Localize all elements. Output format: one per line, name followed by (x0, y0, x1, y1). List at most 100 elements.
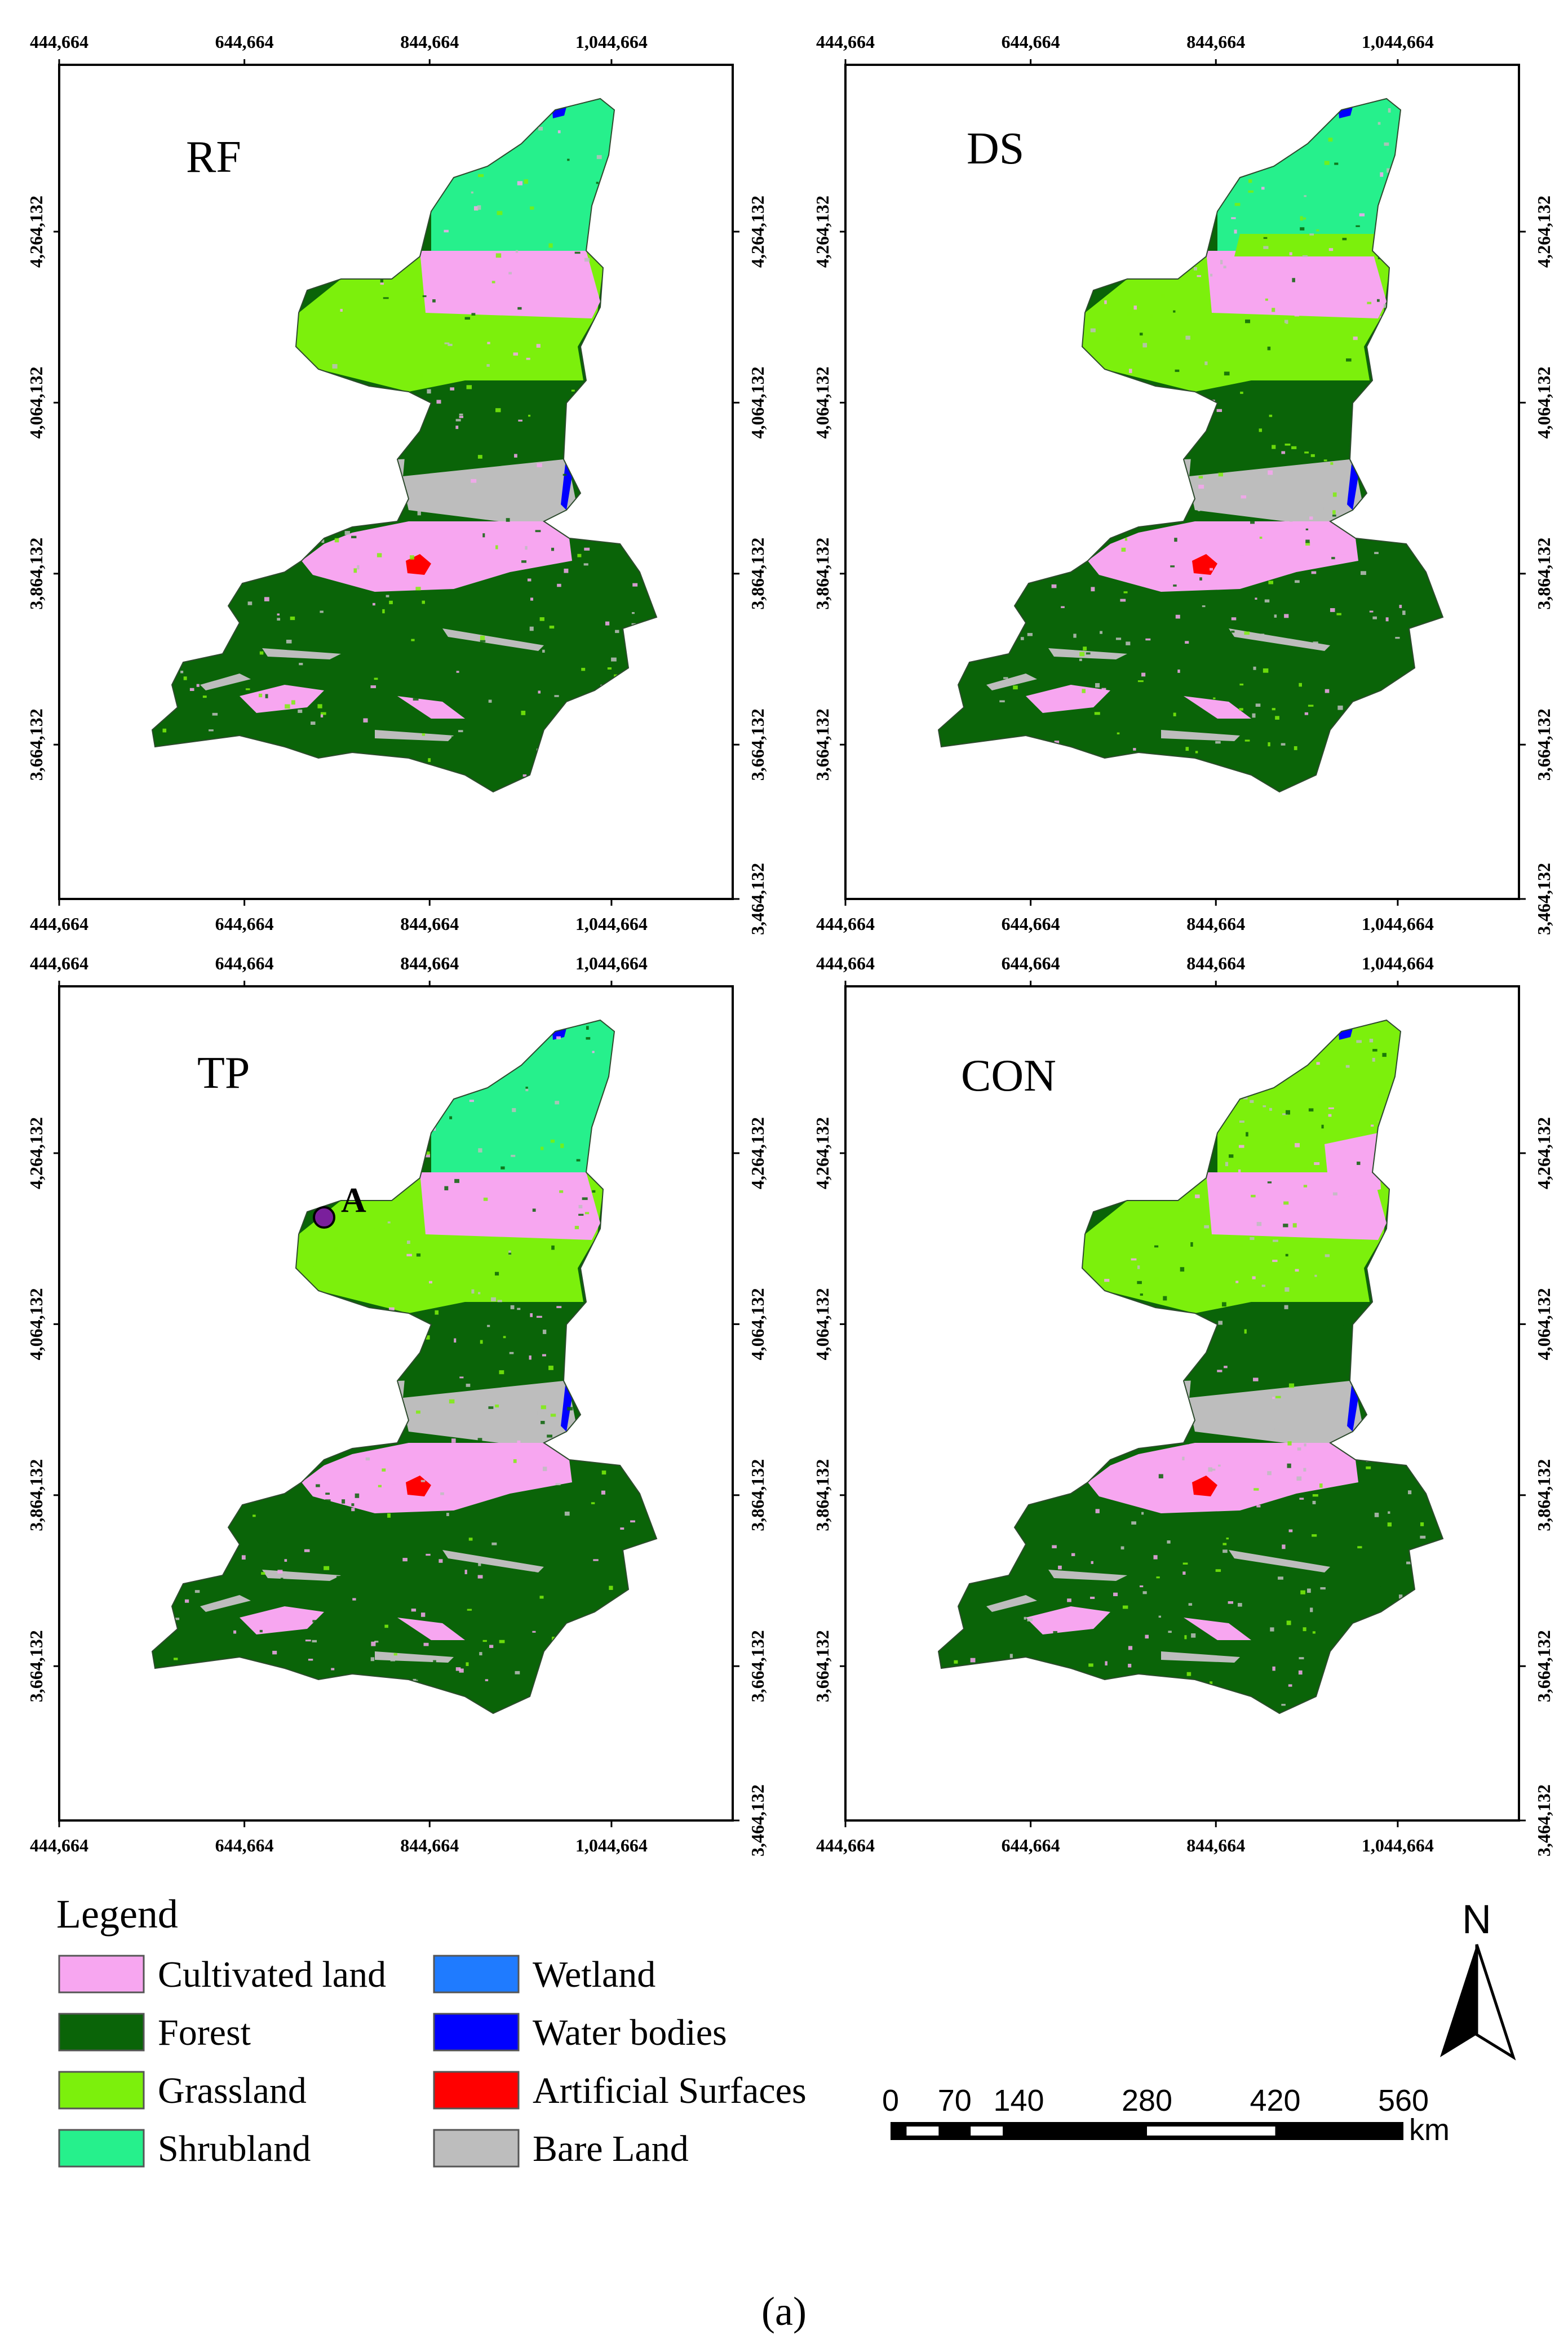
map-frame (844, 64, 1520, 900)
landcover-ds-grass-shift (1234, 234, 1378, 256)
x-tick-bottom-label: 444,664 (816, 914, 875, 934)
landcover-northern-cultivated (1206, 251, 1387, 318)
point-marker-label: A (341, 1181, 366, 1220)
y-tick-left-label: 3,664,132 (26, 708, 46, 781)
x-tick-bottom-label: 644,664 (1002, 1835, 1060, 1855)
landcover-northern-shrubland (431, 1020, 614, 1172)
y-tick-right-label: 4,064,132 (1534, 366, 1554, 438)
landcover-ridge-2 (442, 628, 544, 651)
landcover-ridge-4 (375, 730, 454, 741)
x-tick-bottom-label: 844,664 (400, 914, 459, 934)
y-tick-right-label: 3,664,132 (1534, 1630, 1554, 1702)
map-panel-con: 444,664 444,664 644,664 644,664 844,664 844,6… (812, 953, 1554, 1857)
landcover-con-ne-cult (1325, 1133, 1381, 1200)
landcover-guanzhong-plain (302, 1443, 572, 1513)
x-tick-top-label: 444,664 (30, 953, 88, 973)
y-tick-right-label: 3,464,132 (747, 1784, 768, 1857)
landcover-loess-forest (1189, 1324, 1356, 1398)
y-tick-right-label: 3,864,132 (1534, 1459, 1554, 1531)
legend-item: Bare Land (433, 2128, 689, 2169)
y-tick-right-label: 3,664,132 (1534, 708, 1554, 781)
y-tick-left-label: 3,664,132 (812, 1630, 832, 1702)
map-panel-ds: 444,664 444,664 644,664 644,664 844,664 844,6… (812, 32, 1554, 935)
north-arrow-left (1440, 1944, 1477, 2057)
y-tick-right-label: 4,064,132 (747, 366, 768, 438)
x-tick-bottom-label: 444,664 (30, 1835, 88, 1855)
legend-swatch (58, 2071, 145, 2110)
x-tick-bottom-label: 644,664 (215, 914, 274, 934)
legend: Legend Cultivated land Forest Grassland Shru… (56, 1891, 807, 2169)
y-tick-right-label: 4,064,132 (747, 1288, 768, 1360)
legend-item: Grassland (58, 2070, 307, 2111)
y-tick-right-label: 4,264,132 (747, 1117, 768, 1189)
y-tick-left-label: 4,264,132 (26, 1117, 46, 1189)
y-tick-right-label: 4,264,132 (747, 196, 768, 268)
landcover-ankang-strip (1184, 1618, 1251, 1640)
y-tick-right-label: 3,864,132 (747, 1459, 768, 1531)
y-tick-left-label: 3,864,132 (812, 538, 832, 610)
x-tick-bottom-label: 844,664 (400, 1835, 459, 1855)
legend-swatch (433, 2013, 520, 2052)
landcover-ridge-3 (200, 674, 251, 690)
landcover-north-water (552, 1029, 566, 1040)
y-tick-left-label: 4,064,132 (812, 1288, 832, 1360)
y-tick-right-label: 3,464,132 (1534, 1784, 1554, 1857)
y-tick-left-label: 4,264,132 (812, 196, 832, 268)
x-tick-bottom-label: 444,664 (816, 1835, 875, 1855)
map-panel-tp: 444,664 444,664 644,664 644,664 844,664 844,6… (26, 953, 768, 1857)
x-tick-bottom-label: 844,664 (1186, 914, 1245, 934)
landcover-loess-forest (403, 1324, 569, 1398)
x-tick-top-label: 644,664 (1002, 32, 1060, 52)
y-tick-right-label: 3,464,132 (747, 863, 768, 935)
x-tick-top-label: 644,664 (215, 32, 274, 52)
province-map (151, 98, 658, 793)
legend-item: Forest (58, 2012, 251, 2053)
landcover-northern-cultivated (420, 1172, 600, 1240)
x-tick-bottom-label: 644,664 (215, 1835, 274, 1855)
x-tick-top-label: 844,664 (400, 953, 459, 973)
landcover-tp-west-grass (302, 1223, 409, 1285)
landcover-ridge-1 (1048, 1570, 1127, 1581)
y-tick-left-label: 4,064,132 (26, 366, 46, 438)
panel-title: TP (197, 1048, 250, 1098)
legend-item: Wetland (433, 1954, 655, 1995)
north-arrow-right (1475, 1944, 1516, 2061)
landcover-hanzhong-basin (240, 1606, 324, 1634)
legend-swatch (58, 1955, 145, 1994)
y-tick-left-label: 3,864,132 (26, 1459, 46, 1531)
legend-item: Water bodies (433, 2012, 727, 2053)
landcover-ankang-strip (397, 696, 465, 719)
y-tick-left-label: 3,864,132 (812, 1459, 832, 1531)
map-frame (844, 985, 1520, 1822)
landcover-hanzhong-basin (1026, 1606, 1110, 1634)
legend-label: Shrubland (158, 2128, 311, 2169)
province-map (151, 1019, 658, 1715)
y-tick-left-label: 4,064,132 (26, 1288, 46, 1360)
y-tick-left-label: 4,264,132 (26, 196, 46, 268)
landcover-guanzhong-plain (1088, 1443, 1358, 1513)
y-tick-left-label: 4,064,132 (812, 366, 832, 438)
landcover-north-water (552, 107, 566, 118)
legend-label: Water bodies (533, 2012, 727, 2053)
x-tick-bottom-label: 844,664 (1186, 1835, 1245, 1855)
legend-item: Shrubland (58, 2128, 311, 2169)
legend-swatch (433, 1955, 520, 1994)
y-tick-left-label: 3,664,132 (26, 1630, 46, 1702)
y-tick-right-label: 3,864,132 (1534, 538, 1554, 610)
panel-title: RF (186, 132, 241, 182)
landcover-ankang-strip (1184, 696, 1251, 719)
landcover-ankang-strip (397, 1618, 465, 1640)
legend-label: Bare Land (533, 2128, 689, 2169)
x-tick-bottom-label: 444,664 (30, 914, 88, 934)
legend-label: Wetland (533, 1954, 655, 1995)
legend-label: Grassland (158, 2070, 307, 2111)
y-tick-right-label: 3,864,132 (747, 538, 768, 610)
scale-tick-label: 420 (1250, 2084, 1300, 2117)
landcover-northern-shrubland (1217, 99, 1401, 251)
x-tick-bottom-label: 1,044,664 (575, 914, 648, 934)
x-tick-top-label: 844,664 (400, 32, 459, 52)
landcover-northern-cultivated (420, 251, 600, 318)
